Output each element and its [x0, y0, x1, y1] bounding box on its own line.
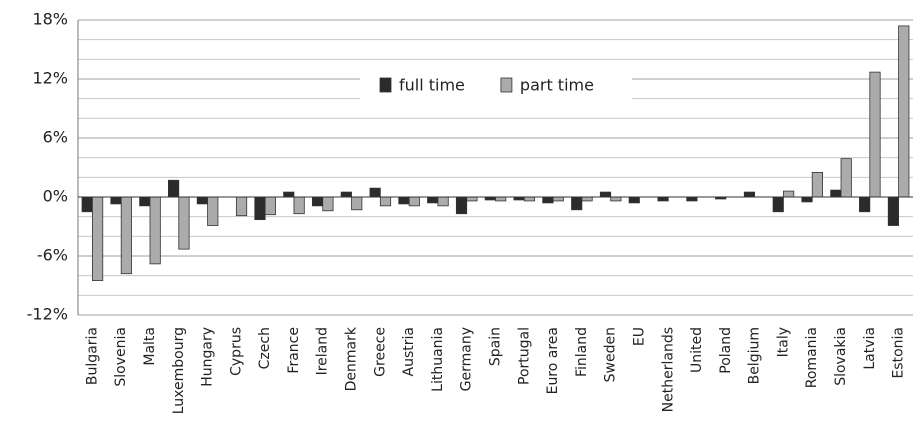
bar: [311, 196, 324, 207]
bar: [581, 196, 593, 202]
y-tick-label: 12%: [32, 69, 68, 88]
x-tick-label: Greece: [372, 327, 388, 377]
bar: [599, 191, 612, 198]
x-tick-label: Latvia: [862, 327, 878, 370]
x-tick-label: Germany: [459, 327, 475, 391]
x-tick-label: Austria: [401, 327, 417, 376]
y-tick-label: 18%: [32, 10, 68, 29]
bar: [455, 196, 468, 215]
bar: [369, 187, 381, 198]
x-tick-label: Sweden: [603, 327, 619, 382]
x-tick-label: Portugal: [516, 327, 532, 385]
bar: [495, 196, 507, 202]
x-tick-label: Finland: [574, 327, 590, 377]
x-tick-label: Slovakia: [833, 327, 849, 386]
x-tick-label: Spain: [488, 327, 504, 366]
bar: [686, 196, 698, 202]
bar: [869, 71, 881, 198]
x-tick-label: Luxembourg: [171, 327, 187, 414]
x-tick-label: Lithuania: [430, 327, 446, 392]
x-tick-label: France: [286, 327, 302, 374]
bar: [322, 196, 334, 212]
legend-swatch: [379, 77, 392, 93]
bar: [264, 196, 276, 216]
bar: [783, 190, 795, 198]
legend-swatch: [500, 77, 513, 93]
bar: [149, 196, 161, 265]
x-tick-label: Romania: [804, 327, 820, 388]
bar: [235, 196, 248, 217]
x-tick-label: Poland: [718, 327, 734, 374]
bar: [523, 196, 536, 202]
bar: [801, 196, 813, 203]
bar: [408, 196, 420, 207]
x-tick-label: Belgium: [747, 327, 763, 384]
bar: [207, 196, 219, 226]
bar: [830, 189, 842, 198]
legend: full time part time: [360, 68, 632, 102]
bar: [139, 196, 151, 207]
x-tick-label: Czech: [257, 327, 273, 369]
legend-background: [360, 68, 632, 102]
legend-label: full time: [399, 76, 465, 95]
bar: [628, 196, 640, 204]
x-tick-label: Euro area: [545, 327, 561, 394]
bar: [110, 196, 122, 205]
x-tick-label: EU: [631, 327, 647, 346]
bar: [887, 196, 900, 226]
bar: [196, 196, 208, 205]
x-tick-label: Denmark: [344, 326, 360, 391]
legend-label: part time: [520, 76, 594, 95]
bar: [340, 191, 352, 198]
bar: [293, 196, 305, 215]
bar: [898, 25, 910, 198]
bar: [379, 196, 392, 207]
x-tick-label: Estonia: [891, 327, 907, 379]
y-tick-label: 0%: [43, 187, 68, 206]
bar: [91, 196, 104, 281]
y-tick-label: -6%: [37, 246, 68, 265]
x-tick-label: Bulgaria: [84, 327, 100, 385]
bar: [168, 179, 180, 198]
bar: [120, 196, 132, 275]
bar: [772, 196, 784, 213]
bar: [610, 196, 622, 202]
x-tick-label: Ireland: [315, 327, 331, 375]
bar: [178, 196, 190, 250]
x-tick-label: Cyprus: [228, 327, 244, 376]
x-tick-label: Slovenia: [113, 327, 129, 387]
bar: [542, 196, 554, 204]
bar: [351, 196, 363, 211]
bar: [427, 196, 439, 204]
bar: [552, 196, 564, 202]
bar: [840, 158, 852, 198]
x-tick-label: Netherlands: [660, 327, 676, 412]
x-tick-label: United: [689, 327, 705, 373]
bar: [811, 172, 823, 198]
bar: [657, 196, 669, 202]
y-tick-label: 6%: [43, 128, 68, 147]
x-tick-label: Hungary: [200, 327, 216, 387]
x-tick-label: Malta: [142, 327, 158, 366]
bar: [398, 196, 410, 205]
bar: [466, 196, 478, 202]
bar: [571, 196, 583, 211]
bar: [283, 191, 295, 198]
bar: [743, 191, 756, 198]
x-tick-label: Italy: [775, 327, 791, 357]
bar: [859, 196, 871, 213]
bar: [254, 196, 266, 221]
bar: [81, 196, 93, 213]
y-tick-label: -12%: [27, 305, 68, 324]
bar: [437, 196, 449, 207]
